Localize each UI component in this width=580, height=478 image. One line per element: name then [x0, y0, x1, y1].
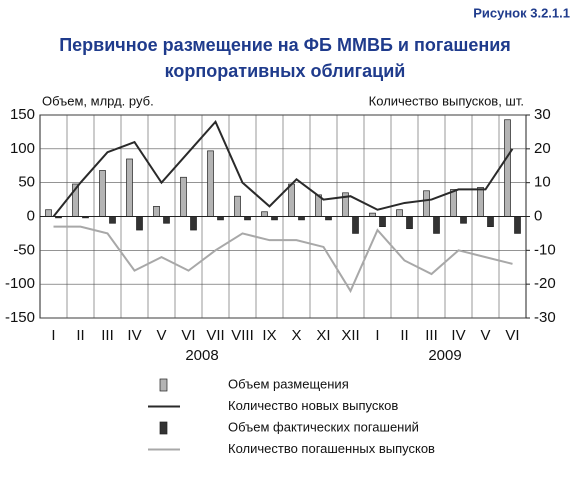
- y2-tick-label: -20: [534, 275, 556, 292]
- bar: [261, 211, 268, 217]
- x-tick-label: IV: [451, 327, 465, 344]
- year-label: 2009: [428, 347, 461, 364]
- bar: [325, 216, 332, 221]
- bar: [180, 176, 187, 217]
- x-tick-label: X: [291, 327, 301, 344]
- bar: [352, 216, 359, 234]
- x-tick-label: I: [51, 327, 55, 344]
- y-axis-label: Объем, млрд. руб.: [42, 93, 154, 108]
- line: [53, 225, 513, 294]
- chart-title: корпоративных облигаций: [165, 61, 406, 81]
- bar: [298, 216, 305, 221]
- bar: [369, 212, 376, 217]
- y2-axis-label: Количество выпусков, шт.: [369, 93, 524, 108]
- year-label: 2008: [185, 347, 218, 364]
- y2-tick-label: 0: [534, 207, 542, 224]
- bar: [207, 150, 214, 217]
- y2-tick-label: 30: [534, 106, 551, 123]
- y-tick-label: 100: [10, 140, 35, 157]
- x-tick-label: V: [156, 327, 166, 344]
- x-tick-label: V: [480, 327, 490, 344]
- bar: [288, 183, 295, 217]
- figure-label: Рисунок 3.2.1.1: [473, 5, 570, 20]
- x-tick-label: VI: [181, 327, 195, 344]
- y-tick-label: 0: [27, 207, 35, 224]
- bar: [271, 216, 278, 221]
- bar: [477, 187, 484, 217]
- bar: [234, 195, 241, 217]
- x-tick-label: XI: [316, 327, 330, 344]
- bar: [460, 216, 467, 224]
- x-tick-label: III: [101, 327, 114, 344]
- x-tick-label: VII: [206, 327, 224, 344]
- bar: [126, 158, 133, 217]
- line: [52, 119, 514, 218]
- x-tick-label: III: [425, 327, 438, 344]
- x-tick-label: II: [400, 327, 408, 344]
- bar: [163, 216, 170, 224]
- x-tick-label: XII: [341, 327, 359, 344]
- legend-label: Объем фактических погашений: [228, 419, 419, 434]
- y-tick-label: -150: [5, 309, 35, 326]
- bar: [153, 206, 160, 217]
- bar: [423, 190, 430, 217]
- x-tick-label: II: [76, 327, 84, 344]
- y2-tick-label: 10: [534, 174, 551, 191]
- x-tick-label: IX: [262, 327, 276, 344]
- bar: [396, 209, 403, 217]
- y-tick-label: -100: [5, 275, 35, 292]
- bar: [433, 216, 440, 234]
- bar: [487, 216, 494, 227]
- bar: [379, 216, 386, 227]
- x-tick-label: I: [375, 327, 379, 344]
- bar: [45, 209, 52, 217]
- bar: [244, 216, 251, 221]
- y-tick-label: 150: [10, 106, 35, 123]
- x-tick-label: VIII: [231, 327, 254, 344]
- legend-swatch: [159, 378, 168, 392]
- bar: [190, 216, 197, 231]
- bar: [109, 216, 116, 224]
- bar: [450, 189, 457, 217]
- legend-label: Количество новых выпусков: [228, 398, 398, 413]
- bar: [217, 216, 224, 221]
- y2-tick-label: 20: [534, 140, 551, 157]
- bar: [136, 216, 143, 231]
- x-tick-label: IV: [127, 327, 141, 344]
- x-tick-label: VI: [505, 327, 519, 344]
- y2-tick-label: -10: [534, 241, 556, 258]
- y2-tick-label: -30: [534, 309, 556, 326]
- y-tick-label: 50: [18, 174, 35, 191]
- bar: [504, 119, 511, 217]
- legend-label: Объем размещения: [228, 376, 349, 391]
- bar: [514, 216, 521, 234]
- bar: [99, 170, 106, 217]
- bar: [406, 216, 413, 230]
- legend-label: Количество погашенных выпусков: [228, 441, 435, 456]
- legend-swatch: [159, 421, 168, 435]
- chart-title: Первичное размещение на ФБ ММВБ и погаше…: [59, 35, 511, 55]
- y-tick-label: -50: [13, 241, 35, 258]
